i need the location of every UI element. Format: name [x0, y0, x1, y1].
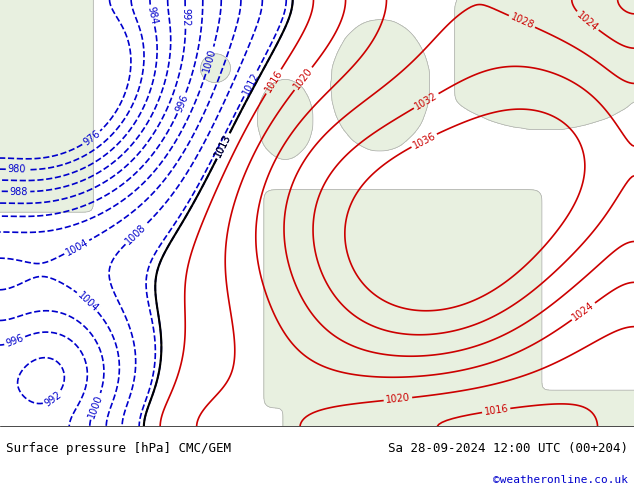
Text: 1020: 1020	[385, 393, 411, 405]
Text: 1012: 1012	[240, 71, 261, 97]
Text: 1004: 1004	[75, 290, 100, 314]
Text: Surface pressure [hPa] CMC/GEM: Surface pressure [hPa] CMC/GEM	[6, 442, 231, 455]
Text: 1013: 1013	[213, 133, 233, 159]
Text: 1016: 1016	[263, 68, 284, 95]
Text: 1004: 1004	[63, 237, 90, 257]
Text: 1024: 1024	[571, 300, 597, 323]
Text: 984: 984	[145, 5, 159, 25]
Text: 1032: 1032	[413, 90, 439, 111]
Text: 1008: 1008	[124, 222, 148, 246]
Text: 1036: 1036	[411, 130, 437, 150]
Text: Sa 28-09-2024 12:00 UTC (00+204): Sa 28-09-2024 12:00 UTC (00+204)	[387, 442, 628, 455]
Text: 988: 988	[10, 187, 29, 196]
Text: 992: 992	[180, 8, 191, 27]
Text: 996: 996	[4, 333, 25, 349]
Text: 1000: 1000	[86, 393, 105, 419]
Text: 980: 980	[8, 164, 26, 175]
Text: 996: 996	[174, 93, 190, 114]
Text: 1020: 1020	[292, 66, 314, 92]
Text: 992: 992	[42, 389, 63, 408]
Text: 976: 976	[81, 129, 102, 148]
Text: 1000: 1000	[202, 47, 218, 74]
Text: ©weatheronline.co.uk: ©weatheronline.co.uk	[493, 475, 628, 486]
Text: 1024: 1024	[575, 9, 600, 33]
Text: 1016: 1016	[483, 404, 509, 417]
Text: 1028: 1028	[508, 12, 535, 31]
Text: 1013: 1013	[213, 133, 233, 159]
